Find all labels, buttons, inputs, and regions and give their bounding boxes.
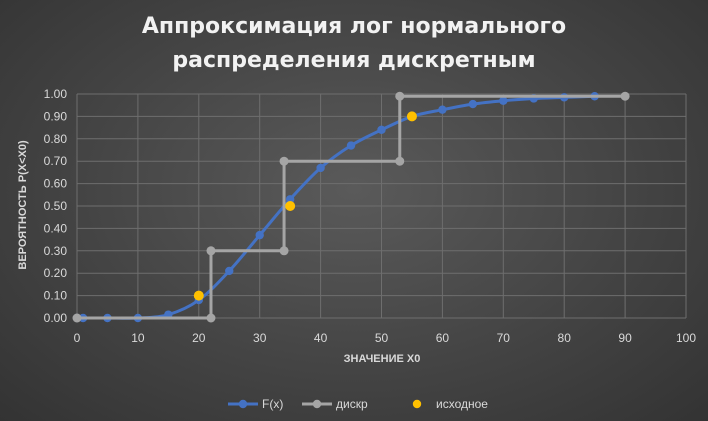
y-tick-label: 0.40 [44,221,68,235]
data-point-discrete [206,313,216,323]
gridlines [76,93,687,319]
data-point-fx [225,266,234,276]
data-point-fx [438,105,447,114]
x-tick-label: 50 [375,331,389,345]
data-point-discrete [395,156,405,166]
x-tick-label: 100 [676,331,696,345]
series-layer [72,91,630,323]
data-point-discrete [620,91,630,101]
chart-title-line-2: распределения дискретным [172,48,535,73]
x-tick-label: 70 [497,331,511,345]
data-point-discrete [72,313,82,323]
x-tick-label: 60 [436,331,450,345]
legend-label: исходное [436,397,488,411]
data-point-original [285,201,296,211]
legend-swatch-marker [412,399,422,409]
x-tick-label: 90 [618,331,632,345]
y-tick-label: 0.50 [44,199,68,213]
data-point-fx [316,163,325,173]
y-tick-labels: 0.00 0.10 0.20 0.30 0.40 0.50 0.60 0.70 0.80 0.90… [44,87,68,325]
x-tick-label: 10 [131,331,145,345]
data-point-fx [346,141,356,150]
data-point-discrete [279,246,289,256]
data-point-discrete [395,91,405,101]
series-line-fx [77,94,595,320]
legend-swatch-marker [312,399,322,409]
y-tick-label: 0.90 [44,109,68,123]
data-point-fx [377,125,386,135]
legend-item: исходное [412,397,488,411]
x-tick-label: 40 [314,331,328,345]
series-0 [72,92,599,323]
y-axis-label: ВЕРОЯТНОСТЬ P(X<X0) [17,140,29,270]
legend-swatch-marker [238,399,248,409]
y-tick-label: 1.00 [44,87,68,101]
data-point-fx [468,99,478,109]
x-tick-label: 20 [192,331,206,345]
y-tick-label: 0.10 [44,289,68,303]
data-point-discrete [279,156,289,166]
data-point-fx [499,96,508,105]
y-tick-label: 0.00 [44,311,68,325]
legend-label: дискр [336,397,368,411]
y-tick-label: 0.80 [44,132,68,146]
data-point-fx [285,195,295,204]
legend: F(x) дискр исходное [228,397,488,411]
x-axis-label: ЗНАЧЕНИЕ X0 [344,353,421,365]
legend-label: F(x) [262,397,283,411]
x-tick-label: 30 [253,331,267,345]
y-tick-label: 0.30 [44,244,68,258]
y-tick-label: 0.70 [44,154,68,168]
chart-title-line-1: Аппроксимация лог нормального [142,14,566,39]
y-tick-label: 0.60 [44,177,68,191]
y-tick-label: 0.20 [44,266,68,280]
series-2 [193,111,417,301]
data-point-discrete [206,246,216,256]
data-point-fx [255,230,264,240]
data-point-original [406,111,417,122]
series-line-discrete [77,94,626,320]
legend-item: дискр [302,397,368,411]
data-point-original [193,290,204,301]
x-tick-label: 0 [74,331,81,345]
legend-item: F(x) [228,397,283,411]
x-tick-label: 80 [558,331,572,345]
series-1 [72,91,630,323]
x-tick-labels: 0 10 20 30 40 50 60 70 80 90 100 [74,331,697,345]
